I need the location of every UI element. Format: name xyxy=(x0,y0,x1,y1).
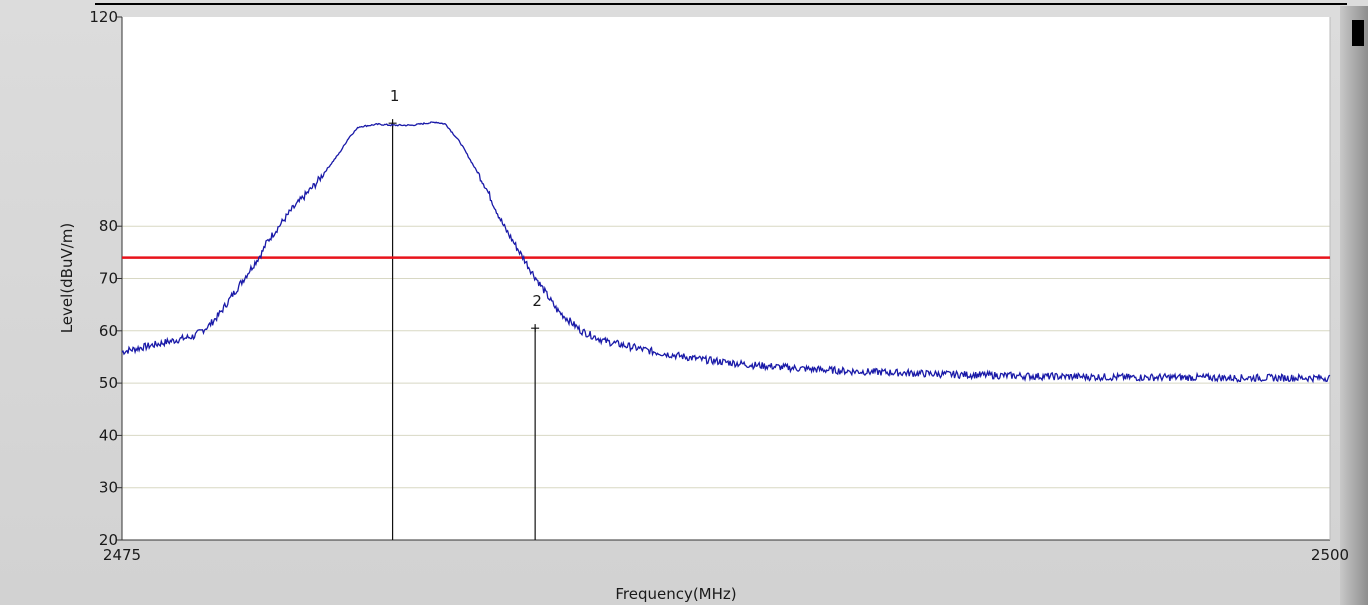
x-tick-label: 2500 xyxy=(1311,546,1349,564)
y-tick-label: 30 xyxy=(99,479,118,497)
x-axis-title: Frequency(MHz) xyxy=(615,585,736,603)
y-tick-label: 60 xyxy=(99,322,118,340)
y-axis-title: Level(dBuV/m) xyxy=(58,223,76,334)
axes xyxy=(121,17,1331,541)
y-tick-label: 40 xyxy=(99,426,118,444)
marker-point-1 xyxy=(388,119,397,128)
y-tick-label: 50 xyxy=(99,374,118,392)
y-tick-label: 70 xyxy=(99,270,118,288)
y-tick-label: 80 xyxy=(99,217,118,235)
right-edge-tab xyxy=(1352,20,1364,46)
marker-label: 1 xyxy=(390,87,400,105)
y-tick-label: 120 xyxy=(89,8,118,26)
x-tick-label: 2475 xyxy=(103,546,141,564)
x-tick-labels: 2475 2500 xyxy=(103,546,1349,564)
gridlines xyxy=(117,16,1330,541)
marker-label: 2 xyxy=(532,292,542,310)
right-edge-panel xyxy=(1340,6,1368,605)
markers: 12 xyxy=(388,87,542,540)
y-tick-label: 20 xyxy=(99,531,118,549)
marker-point-2 xyxy=(531,324,540,333)
y-tick-labels: 120 80 70 60 50 40 30 20 xyxy=(89,8,118,549)
series-line-trace xyxy=(121,121,1331,384)
top-border-line xyxy=(95,3,1347,5)
